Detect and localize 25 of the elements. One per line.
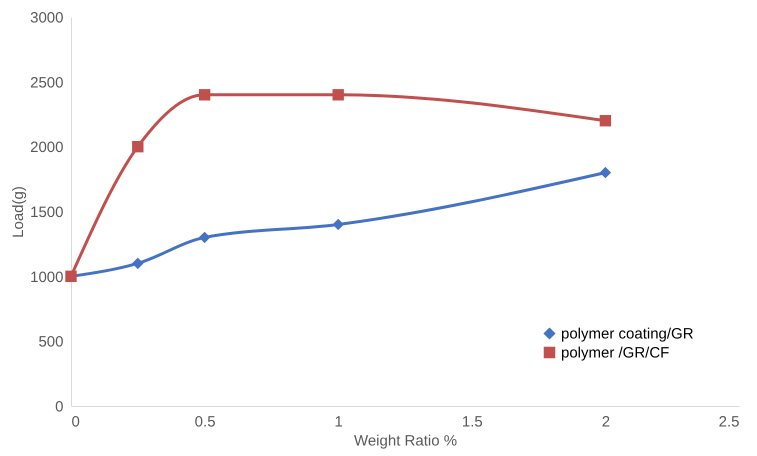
y-tick-label: 2500 [30,74,64,92]
legend-label: polymer /GR/CF [561,344,670,362]
x-tick-label: 0.5 [194,414,216,430]
x-axis-title: Weight Ratio % [354,432,458,450]
x-tick-label: 1 [334,414,343,430]
point [198,89,210,100]
y-tick-label: 3000 [30,10,64,26]
y-tick-label: 1000 [30,268,64,286]
point [332,89,344,100]
x-tick-label: 0 [72,414,80,430]
point [198,232,210,244]
y-tick-label: 0 [55,398,64,416]
y-tick-label: 2000 [30,139,64,156]
point [132,258,144,270]
x-tick-label: 2.5 [718,414,740,430]
x-tick-label: 2 [602,414,610,430]
legend-label: polymer coating/GR [561,326,694,342]
y-tick-label: 500 [38,334,64,351]
point [132,140,144,152]
point [600,166,612,178]
point [332,218,344,230]
point [600,115,612,126]
y-tick-label: 1500 [30,204,64,221]
y-axis-title: Load(g) [10,186,28,238]
x-tick-label: 1.5 [462,414,483,430]
